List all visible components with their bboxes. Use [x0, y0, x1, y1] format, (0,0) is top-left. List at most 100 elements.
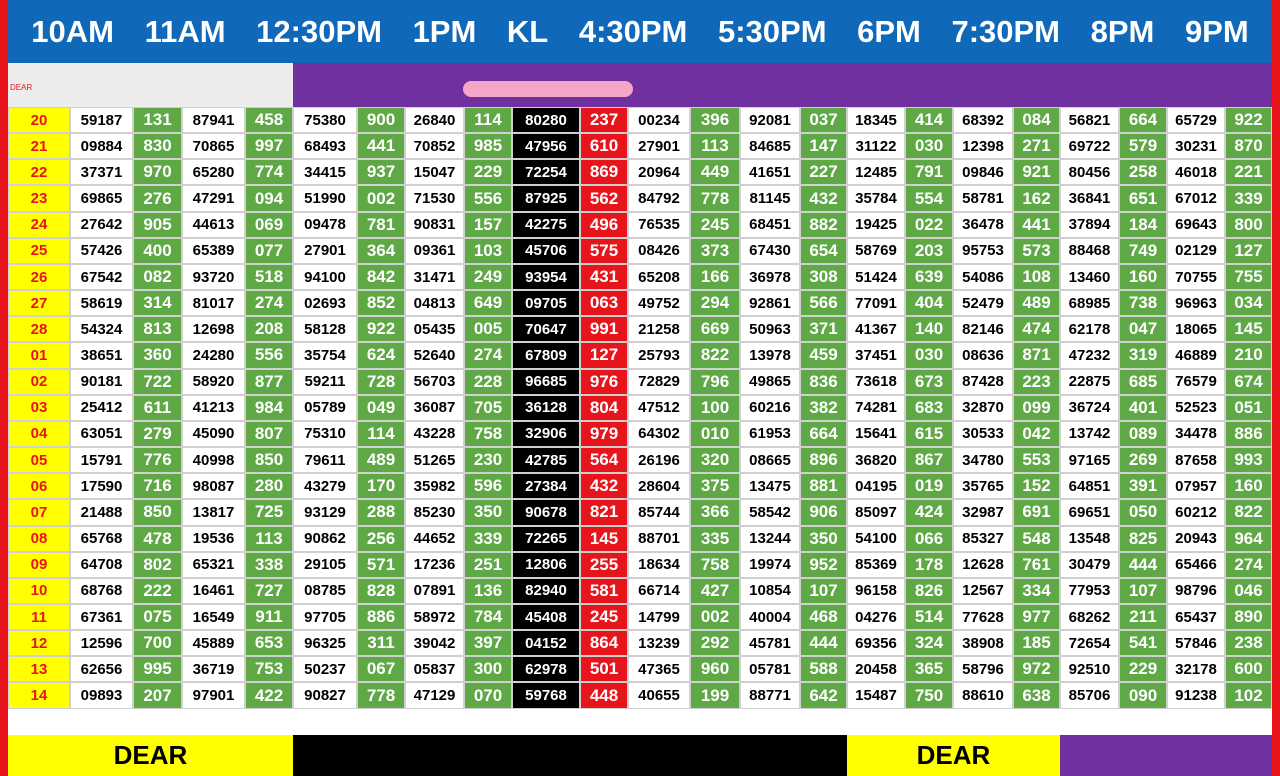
- result-cell: 066: [905, 525, 953, 552]
- result-cell: 099: [1013, 394, 1060, 421]
- result-cell: 30533: [953, 420, 1013, 448]
- footer-dear: DEAR: [8, 735, 293, 776]
- result-cell: 36128: [512, 394, 580, 421]
- result-cell: 850: [245, 447, 293, 474]
- result-cell: 113: [245, 525, 293, 552]
- result-cell: 12698: [182, 316, 245, 343]
- date-cell: 09: [8, 551, 70, 578]
- result-cell: 58781: [953, 185, 1013, 212]
- result-cell: 27642: [70, 211, 133, 238]
- result-cell: 553: [1013, 447, 1060, 474]
- result-cell: 50237: [293, 656, 357, 683]
- result-cell: 255: [580, 551, 628, 578]
- result-cell: 68985: [1060, 290, 1119, 317]
- result-cell: 335: [690, 525, 740, 552]
- result-cell: 58769: [847, 237, 905, 264]
- result-cell: 705: [464, 394, 512, 421]
- result-cell: 09361: [405, 237, 464, 264]
- result-cell: 722: [133, 368, 182, 395]
- result-cell: 12596: [70, 630, 133, 657]
- result-cell: 88701: [628, 525, 690, 552]
- date-cell: 11: [8, 603, 70, 631]
- result-cell: 05435: [405, 316, 464, 343]
- time-header: 4:30PM: [578, 13, 688, 49]
- result-cell: 19536: [182, 525, 245, 552]
- result-cell: 877: [245, 368, 293, 395]
- result-cell: 68262: [1060, 603, 1119, 631]
- result-cell: 822: [1225, 499, 1272, 526]
- result-cell: 339: [1225, 185, 1272, 212]
- result-cell: 972: [1013, 656, 1060, 683]
- result-cell: 459: [800, 342, 847, 369]
- result-cell: 185: [1013, 630, 1060, 657]
- result-cell: 249: [464, 263, 512, 291]
- result-cell: 208: [245, 316, 293, 343]
- result-cell: 170: [357, 473, 405, 500]
- result-cell: 64302: [628, 420, 690, 448]
- result-cell: 65280: [182, 159, 245, 186]
- result-cell: 556: [245, 342, 293, 369]
- result-cell: 664: [1119, 107, 1167, 134]
- result-cell: 17236: [405, 551, 464, 578]
- result-cell: 755: [1225, 263, 1272, 291]
- result-cell: 21488: [70, 499, 133, 526]
- result-cell: 230: [464, 447, 512, 474]
- result-cell: 41213: [182, 394, 245, 421]
- result-cell: 673: [905, 368, 953, 395]
- result-cell: 401: [1119, 394, 1167, 421]
- result-cell: 047: [1119, 316, 1167, 343]
- result-cell: 47129: [405, 682, 464, 709]
- result-cell: 46018: [1167, 159, 1225, 186]
- result-cell: 131: [133, 107, 182, 134]
- result-cell: 57846: [1167, 630, 1225, 657]
- result-cell: 80280: [512, 107, 580, 134]
- date-cell: 22: [8, 159, 70, 186]
- result-cell: 842: [357, 263, 405, 291]
- result-cell: 58128: [293, 316, 357, 343]
- result-cell: 639: [905, 263, 953, 291]
- result-cell: 74281: [847, 394, 905, 421]
- result-cell: 761: [1013, 551, 1060, 578]
- result-cell: 338: [245, 551, 293, 578]
- result-cell: 36719: [182, 656, 245, 683]
- result-cell: 237: [580, 107, 628, 134]
- result-cell: 985: [464, 133, 512, 160]
- result-cell: 43228: [405, 420, 464, 448]
- result-cell: 984: [245, 394, 293, 421]
- result-cell: 664: [800, 420, 847, 448]
- result-cell: 51265: [405, 447, 464, 474]
- result-cell: 92861: [740, 290, 800, 317]
- result-cell: 441: [357, 133, 405, 160]
- date-cell: 25: [8, 237, 70, 264]
- result-cell: 541: [1119, 630, 1167, 657]
- result-cell: 424: [905, 499, 953, 526]
- result-cell: 56821: [1060, 107, 1119, 134]
- result-cell: 34478: [1167, 420, 1225, 448]
- result-cell: 27901: [628, 133, 690, 160]
- result-cell: 41367: [847, 316, 905, 343]
- result-cell: 15047: [405, 159, 464, 186]
- result-cell: 90827: [293, 682, 357, 709]
- result-cell: 166: [690, 263, 740, 291]
- result-cell: 294: [690, 290, 740, 317]
- result-cell: 611: [133, 394, 182, 421]
- date-cell: 27: [8, 290, 70, 317]
- result-cell: 256: [357, 525, 405, 552]
- result-cell: 85706: [1060, 682, 1119, 709]
- result-cell: 36087: [405, 394, 464, 421]
- date-cell: 23: [8, 185, 70, 212]
- result-cell: 280: [245, 473, 293, 500]
- result-cell: 84792: [628, 185, 690, 212]
- footer-black: [293, 735, 847, 776]
- result-cell: 489: [1013, 290, 1060, 317]
- result-cell: 32987: [953, 499, 1013, 526]
- result-cell: 725: [245, 499, 293, 526]
- result-cell: 45408: [512, 603, 580, 631]
- result-cell: 37894: [1060, 211, 1119, 238]
- result-cell: 95753: [953, 237, 1013, 264]
- result-cell: 610: [580, 133, 628, 160]
- result-cell: 94100: [293, 263, 357, 291]
- result-cell: 38651: [70, 342, 133, 369]
- result-cell: 47512: [628, 394, 690, 421]
- result-cell: 39042: [405, 630, 464, 657]
